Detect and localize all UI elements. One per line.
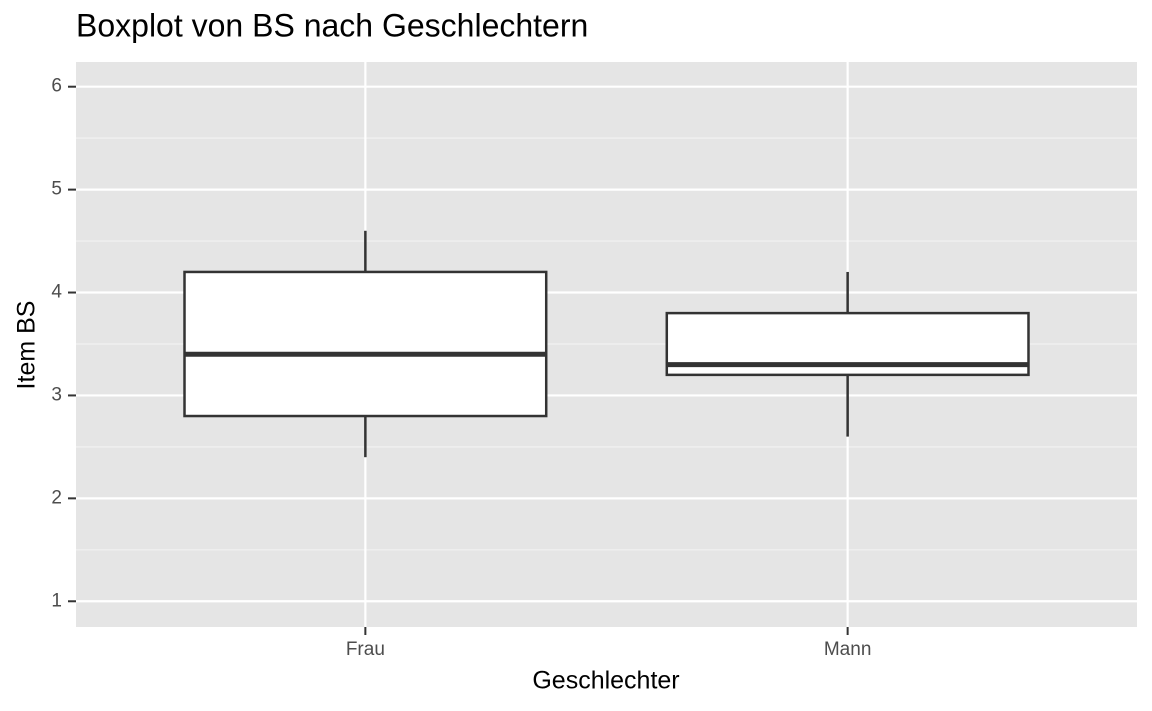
x-axis-label: Geschlechter bbox=[532, 667, 679, 695]
y-tick-label: 2 bbox=[51, 487, 62, 508]
chart-title: Boxplot von BS nach Geschlechtern bbox=[76, 7, 588, 43]
y-tick-label: 4 bbox=[51, 282, 62, 303]
y-tick-label: 5 bbox=[51, 179, 62, 200]
y-axis-label: Item BS bbox=[13, 301, 41, 390]
x-tick-label: Frau bbox=[346, 639, 385, 660]
y-tick-label: 6 bbox=[51, 76, 62, 97]
box bbox=[183, 270, 548, 418]
x-tick-label: Mann bbox=[824, 639, 872, 660]
y-tick-label: 3 bbox=[51, 384, 62, 405]
y-tick-label: 1 bbox=[51, 590, 62, 611]
